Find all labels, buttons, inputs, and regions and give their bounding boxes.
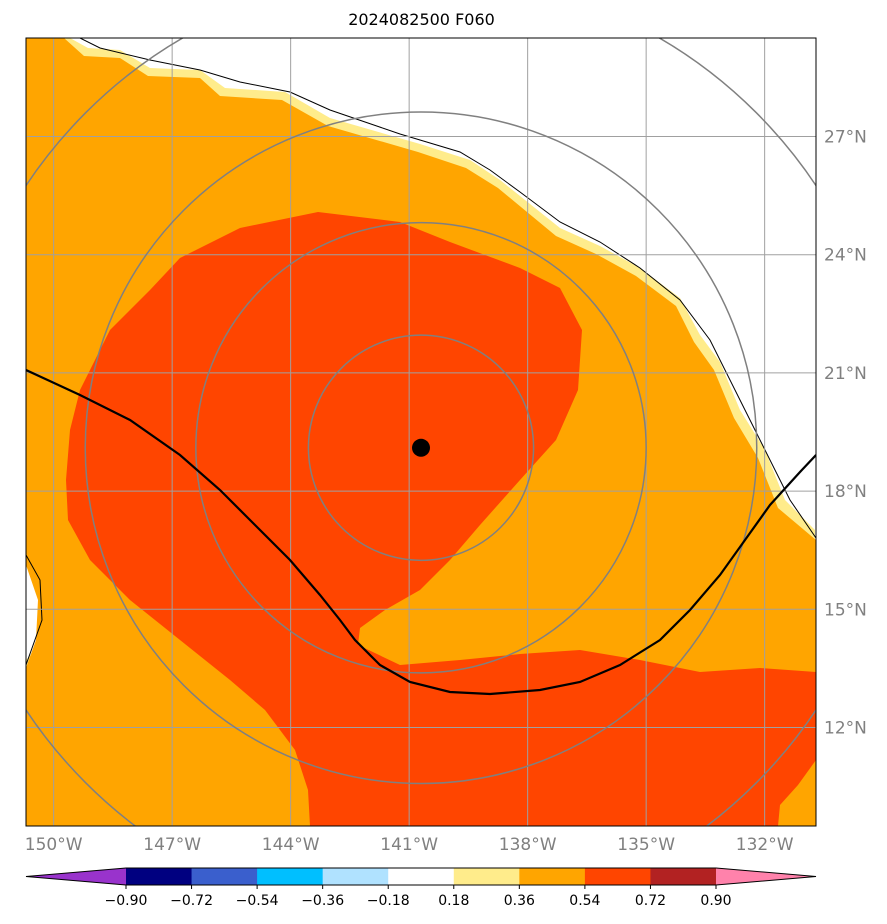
colorbar-tick-label: 0.72 [635, 893, 666, 909]
colorbar [25, 867, 817, 889]
map-frame [25, 37, 817, 827]
colorbar-bin [584, 868, 651, 885]
lon-tick-label: 141°W [380, 835, 438, 855]
colorbar-tick-label: −0.18 [367, 893, 410, 909]
lon-tick-label: 150°W [25, 835, 83, 855]
range-ring [84, 111, 758, 785]
latitude-labels: 12°N 15°N 18°N 21°N 24°N 27°N [824, 128, 867, 739]
map-title: 2024082500 F060 [348, 10, 495, 29]
colorbar-tick-label: 0.90 [700, 893, 731, 909]
range-ring [195, 221, 647, 674]
lon-tick-label: 144°W [262, 835, 320, 855]
storm-center-marker [412, 438, 430, 457]
lat-tick-label: 18°N [824, 482, 867, 502]
colorbar-tick-label: −0.54 [236, 893, 279, 909]
colorbar-tick-label: 0.36 [504, 893, 535, 909]
colorbar-bin [650, 868, 717, 885]
lon-tick-label: 147°W [143, 835, 201, 855]
colorbar-bin [453, 868, 520, 885]
colorbar-bin [257, 868, 324, 885]
colorbar-tick-label: 0.18 [438, 893, 469, 909]
colorbar-bin [126, 868, 193, 885]
colorbar-extend-low [26, 868, 126, 885]
longitude-labels: 150°W 147°W 144°W 141°W 138°W 135°W 132°W [25, 835, 794, 855]
colorbar-tick-label: −0.72 [170, 893, 213, 909]
colorbar-bin [388, 868, 455, 885]
lat-tick-label: 24°N [824, 246, 867, 266]
lat-tick-label: 21°N [824, 364, 867, 384]
lat-tick-label: 27°N [824, 128, 867, 148]
colorbar-extend-high [716, 868, 816, 885]
lon-tick-label: 135°W [617, 835, 675, 855]
coastline [79, 38, 816, 539]
field-band-0.54-0.72 [66, 212, 816, 826]
lat-tick-label: 15°N [824, 600, 867, 620]
lon-tick-label: 138°W [499, 835, 557, 855]
colorbar-bin [191, 868, 258, 885]
lon-tick-label: 132°W [736, 835, 794, 855]
colorbar-tick-label: 0.54 [569, 893, 600, 909]
lat-tick-label: 12°N [824, 719, 867, 739]
storm-track [26, 369, 816, 696]
colorbar-bin [519, 868, 586, 885]
colorbar-tick-label: −0.36 [301, 893, 344, 909]
colorbar-tick-label: −0.90 [105, 893, 148, 909]
range-ring [307, 334, 535, 562]
coastline-west [26, 554, 43, 666]
graticule [26, 38, 816, 826]
colorbar-tick-labels: −0.90 −0.72 −0.54 −0.36 −0.18 0.18 0.36 0.54 0.7… [105, 893, 732, 909]
colorbar-bin [322, 868, 389, 885]
